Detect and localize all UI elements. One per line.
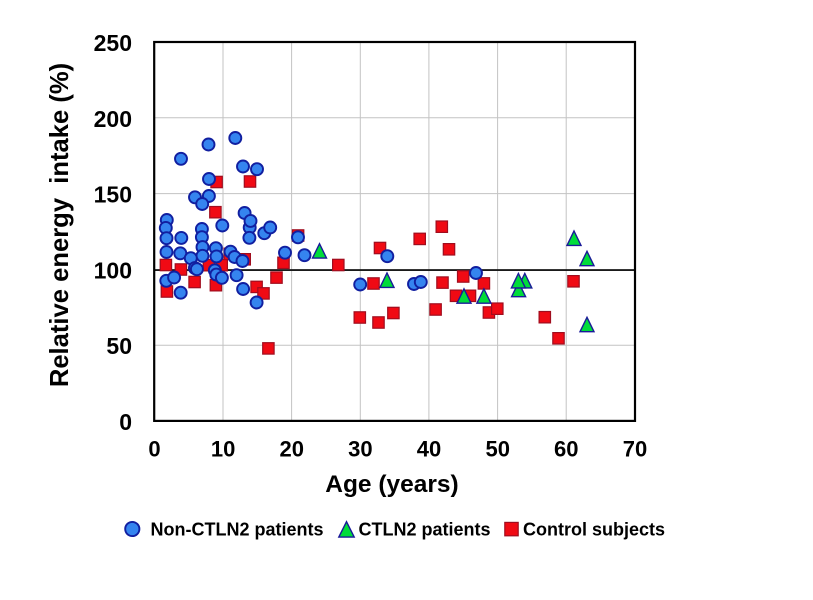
svg-text:30: 30 — [348, 437, 372, 462]
svg-text:40: 40 — [417, 437, 441, 462]
svg-text:CTLN2 patients: CTLN2 patients — [359, 519, 491, 539]
svg-text:50: 50 — [485, 437, 509, 462]
svg-text:0: 0 — [148, 437, 160, 462]
svg-text:200: 200 — [94, 106, 132, 132]
svg-text:Control subjects: Control subjects — [523, 519, 665, 539]
svg-text:0: 0 — [119, 409, 132, 435]
svg-text:150: 150 — [94, 182, 132, 208]
svg-text:60: 60 — [554, 437, 578, 462]
svg-text:Age (years): Age (years) — [325, 471, 458, 498]
svg-text:20: 20 — [280, 437, 304, 462]
svg-text:10: 10 — [211, 437, 235, 462]
svg-text:50: 50 — [106, 333, 132, 359]
svg-text:70: 70 — [623, 437, 647, 462]
svg-text:Non-CTLN2 patients: Non-CTLN2 patients — [151, 519, 324, 539]
svg-text:Relative energy intake (%): Relative energy intake (%) — [46, 63, 74, 387]
svg-text:250: 250 — [94, 30, 132, 56]
svg-text:100: 100 — [94, 257, 132, 283]
